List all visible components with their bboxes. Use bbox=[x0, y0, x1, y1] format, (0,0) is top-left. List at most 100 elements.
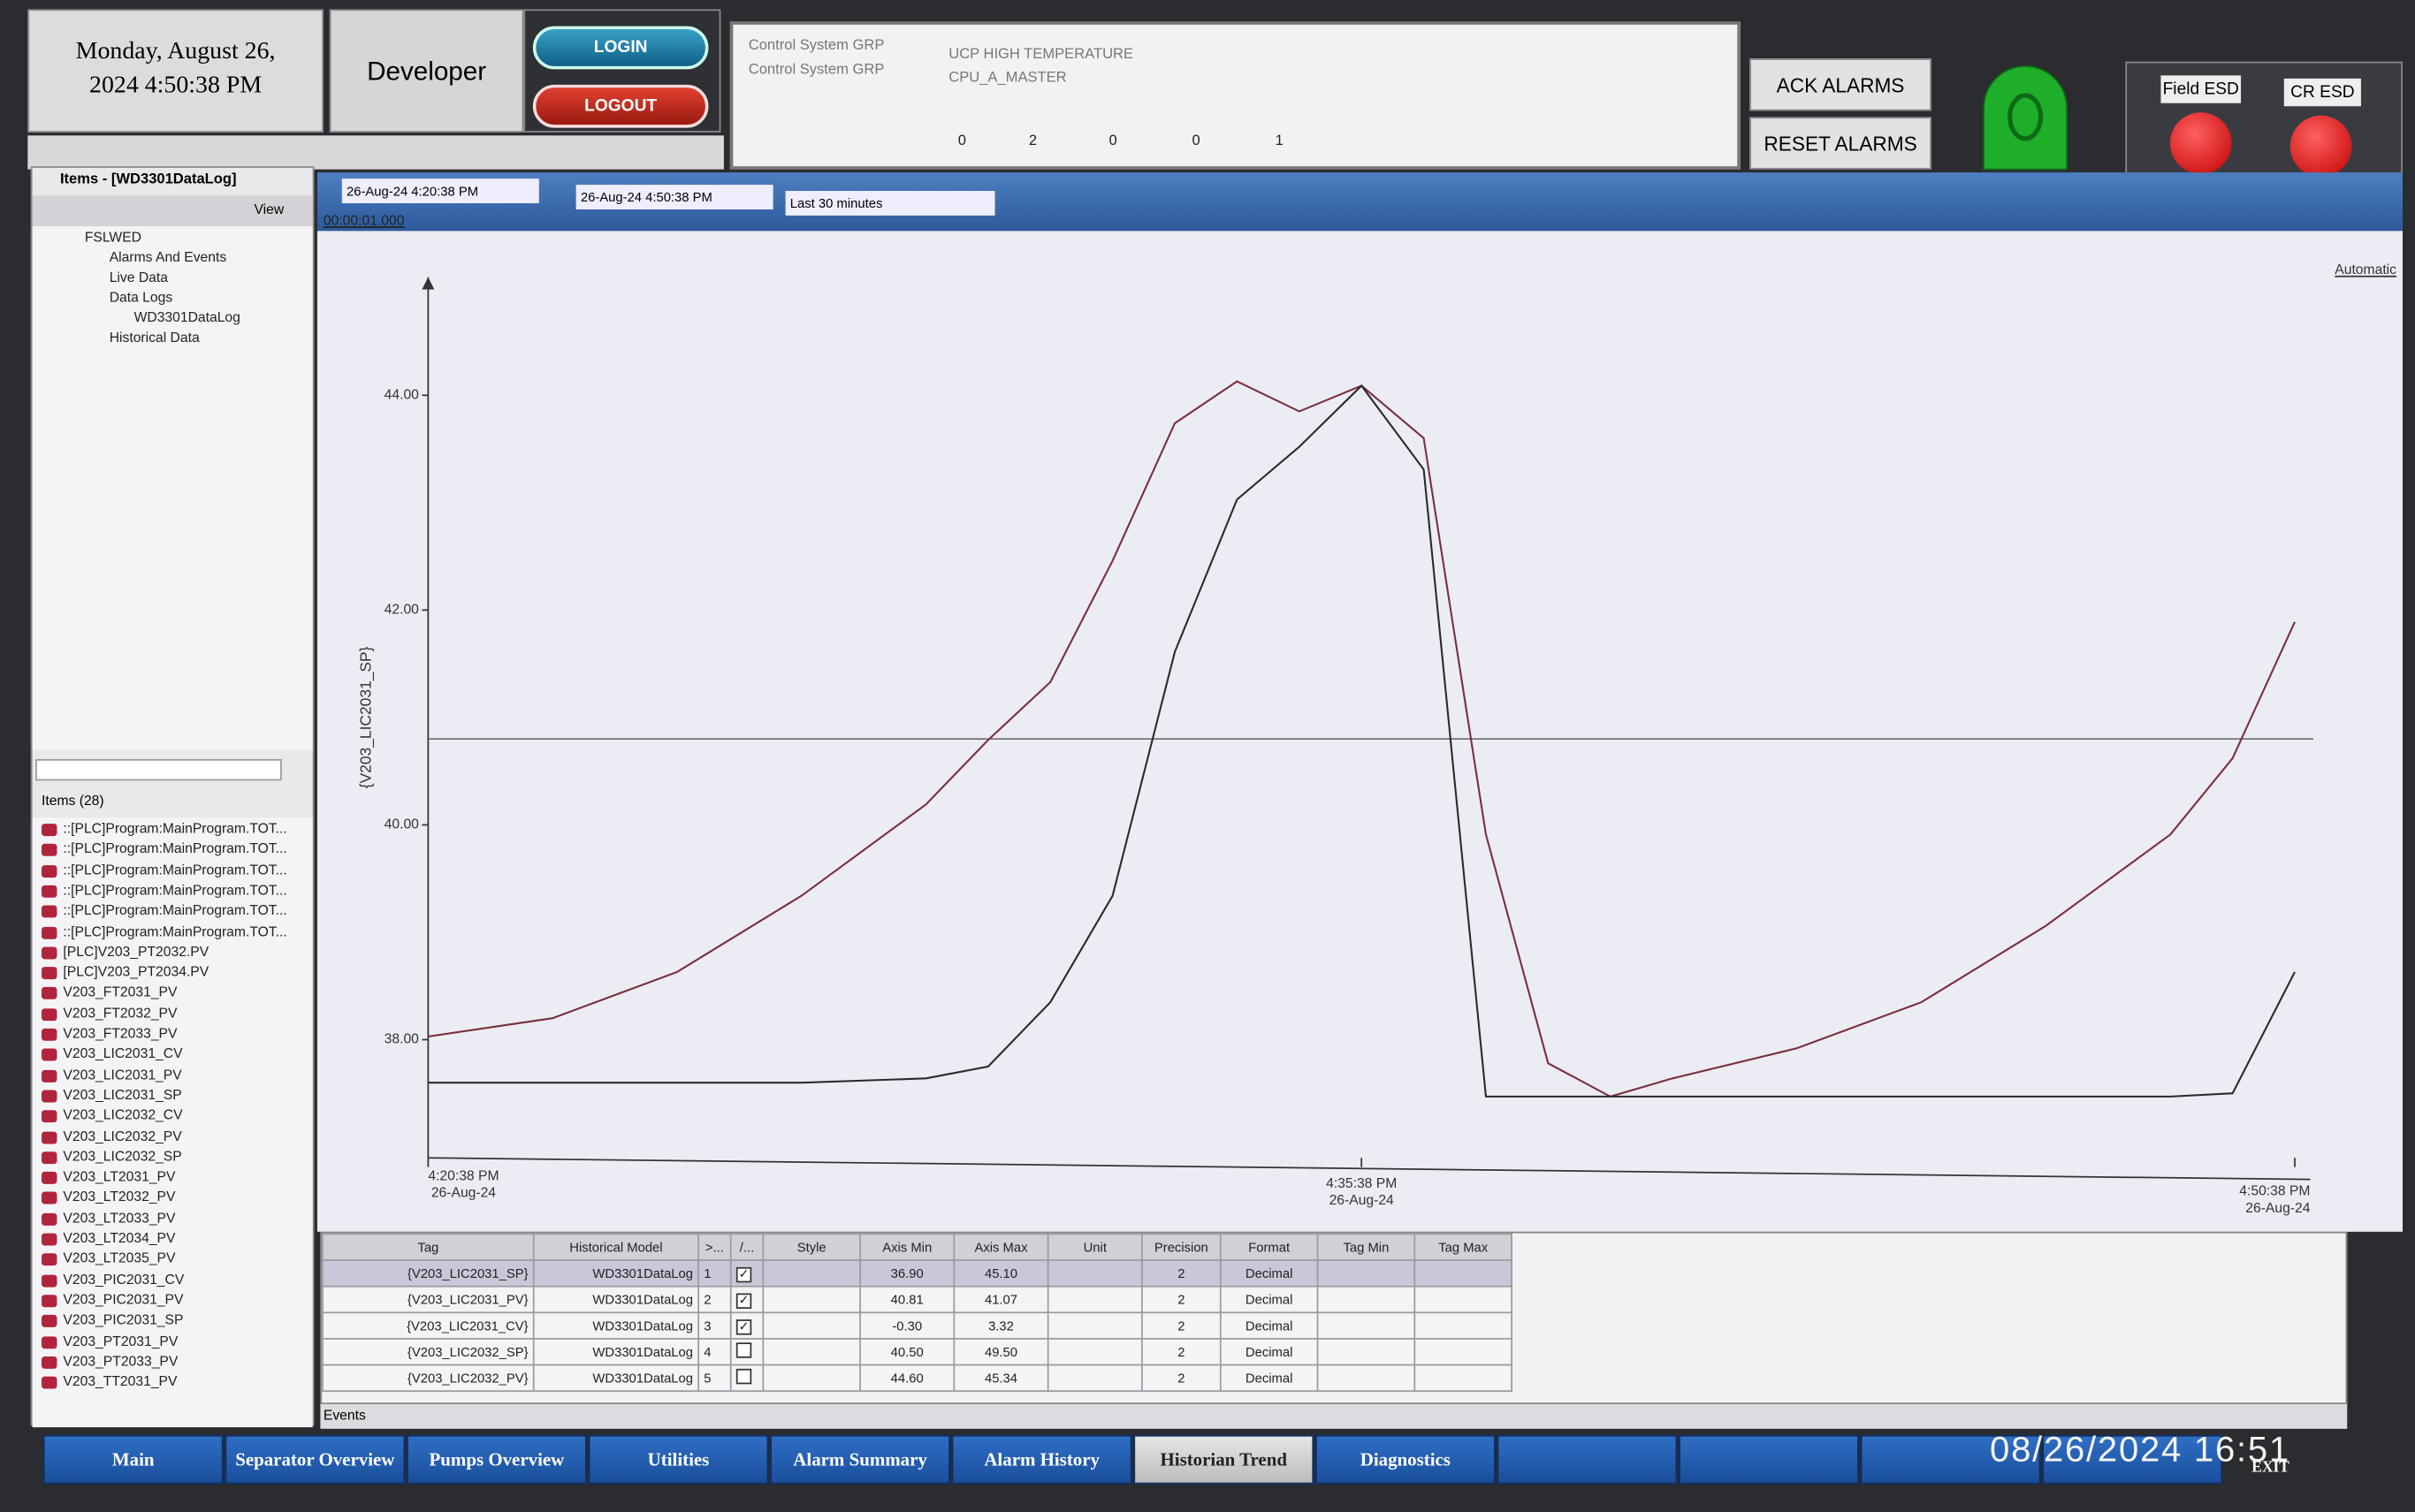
item[interactable]: ::[PLC]Program:MainProgram.TOT... bbox=[63, 820, 287, 837]
item[interactable]: V203_LT2031_PV bbox=[63, 1168, 176, 1184]
x-tick-label: 4:35:38 PM bbox=[1326, 1176, 1397, 1191]
view-menu[interactable]: View bbox=[254, 201, 285, 217]
cr-esd-button[interactable] bbox=[2289, 115, 2352, 178]
login-button[interactable]: LOGIN bbox=[532, 26, 709, 70]
y-tick-label: 42.00 bbox=[385, 603, 420, 618]
date-line: 2024 4:50:38 PM bbox=[89, 72, 263, 99]
interval: 00:00:01.000 bbox=[323, 212, 405, 228]
item[interactable]: V203_LT2032_PV bbox=[63, 1189, 176, 1205]
axis-arrow bbox=[422, 277, 435, 290]
item[interactable]: V203_PIC2031_CV bbox=[63, 1271, 185, 1287]
cell bbox=[1316, 1311, 1416, 1340]
nav-tab-empty[interactable] bbox=[1679, 1434, 1859, 1485]
beacon-ring bbox=[2007, 93, 2044, 141]
item-icon bbox=[42, 1212, 57, 1226]
nav-tab[interactable]: Alarm History bbox=[951, 1434, 1132, 1485]
ack-button[interactable]: ACK ALARMS bbox=[1749, 58, 1931, 111]
item-icon bbox=[42, 1130, 57, 1143]
tree-node[interactable]: FSLWED bbox=[84, 229, 142, 246]
item[interactable]: V203_TT2031_PV bbox=[63, 1373, 178, 1389]
cell: 5 bbox=[697, 1364, 732, 1393]
tree-node[interactable]: WD3301DataLog bbox=[133, 309, 240, 325]
cell bbox=[729, 1364, 765, 1393]
esd-panel: Field ESD CR ESD bbox=[2125, 61, 2403, 179]
start-time[interactable]: 26-Aug-24 4:20:38 PM bbox=[341, 179, 539, 203]
item[interactable]: V203_LIC2032_CV bbox=[63, 1107, 183, 1123]
field-esd-button[interactable] bbox=[2169, 112, 2232, 174]
item[interactable]: ::[PLC]Program:MainProgram.TOT... bbox=[63, 882, 287, 898]
nav-tab[interactable]: Pumps Overview bbox=[406, 1434, 587, 1485]
checkbox[interactable] bbox=[735, 1342, 752, 1358]
checkbox-checked[interactable]: ✓ bbox=[735, 1318, 752, 1334]
checkbox-checked[interactable]: ✓ bbox=[735, 1292, 752, 1309]
x-tick-date: 26-Aug-24 bbox=[1329, 1193, 1394, 1208]
item[interactable]: V203_PIC2031_PV bbox=[63, 1291, 184, 1308]
nav-tab-empty[interactable] bbox=[2042, 1434, 2223, 1485]
item[interactable]: ::[PLC]Program:MainProgram.TOT... bbox=[63, 923, 287, 938]
tree-node[interactable]: Data Logs bbox=[109, 289, 173, 305]
item[interactable]: V203_PT2031_PV bbox=[63, 1332, 179, 1349]
login-box: LOGIN LOGOUT bbox=[523, 9, 721, 133]
y-axis-label: {V203_LIC2031_SP} bbox=[356, 646, 374, 788]
tree-node[interactable]: Historical Data bbox=[109, 329, 200, 346]
cell bbox=[762, 1364, 861, 1393]
search-box[interactable] bbox=[35, 758, 282, 781]
item[interactable]: V203_LIC2032_PV bbox=[63, 1128, 182, 1143]
tree-node[interactable]: Alarms And Events bbox=[109, 249, 227, 265]
item-icon bbox=[42, 905, 57, 918]
item[interactable]: V203_LIC2032_SP bbox=[63, 1148, 182, 1164]
y-tick-label: 44.00 bbox=[385, 387, 420, 402]
nav-tab-empty[interactable] bbox=[1860, 1434, 2041, 1485]
item[interactable]: ::[PLC]Program:MainProgram.TOT... bbox=[63, 902, 287, 918]
logout-button[interactable]: LOGOUT bbox=[532, 84, 709, 128]
item[interactable]: V203_LT2035_PV bbox=[63, 1250, 176, 1266]
item-icon bbox=[42, 1376, 57, 1389]
item[interactable]: V203_LIC2031_SP bbox=[63, 1086, 182, 1103]
nav-tab[interactable]: Main bbox=[42, 1434, 224, 1485]
cell: WD3301DataLog bbox=[532, 1285, 700, 1314]
checkbox-checked[interactable]: ✓ bbox=[735, 1266, 752, 1282]
cell: WD3301DataLog bbox=[532, 1364, 700, 1393]
user-name: Developer bbox=[367, 57, 487, 87]
x-axis bbox=[428, 1157, 2311, 1181]
reset-button[interactable]: RESET ALARMS bbox=[1749, 117, 1931, 170]
item[interactable]: V203_PT2033_PV bbox=[63, 1353, 179, 1369]
item[interactable]: V203_LT2033_PV bbox=[63, 1209, 176, 1226]
tag-row: {V203_LIC2032_PV} WD3301DataLog 5 44.60 45.3… bbox=[322, 1364, 1512, 1393]
sidebar-toolbar: View bbox=[32, 195, 313, 227]
cell: ✓ bbox=[729, 1311, 765, 1340]
cell: ✓ bbox=[729, 1285, 765, 1314]
nav-tab[interactable]: Utilities bbox=[588, 1434, 769, 1485]
mode: Automatic bbox=[2335, 262, 2397, 277]
nav-tab[interactable]: Alarm Summary bbox=[770, 1434, 950, 1485]
item[interactable]: V203_FT2033_PV bbox=[63, 1025, 178, 1041]
column-header: Precision bbox=[1141, 1233, 1222, 1261]
trend-area: 00:00:01.000 Automatic 38.00 40.00 42.00 44… bbox=[316, 212, 2403, 1232]
item[interactable]: ::[PLC]Program:MainProgram.TOT... bbox=[63, 861, 287, 878]
header-row: Tag Historical Model >.../... Style Axis Min… bbox=[322, 1233, 1512, 1261]
item[interactable]: V203_LT2034_PV bbox=[63, 1230, 176, 1246]
end-time[interactable]: 26-Aug-24 4:50:38 PM bbox=[575, 185, 773, 209]
events-bar: Events bbox=[320, 1403, 2348, 1429]
item[interactable]: V203_LIC2031_PV bbox=[63, 1066, 182, 1083]
item[interactable]: [PLC]V203_PT2032.PV bbox=[63, 943, 210, 960]
nav-tab[interactable]: Diagnostics bbox=[1314, 1434, 1496, 1485]
item-icon bbox=[42, 987, 57, 1000]
item[interactable]: V203_FT2032_PV bbox=[63, 1005, 178, 1021]
tree-node[interactable]: Live Data bbox=[109, 269, 168, 285]
cell bbox=[1047, 1285, 1143, 1314]
item[interactable]: V203_PIC2031_SP bbox=[63, 1311, 184, 1328]
item[interactable]: ::[PLC]Program:MainProgram.TOT... bbox=[63, 840, 287, 857]
nav-tab-empty[interactable] bbox=[1497, 1434, 1678, 1485]
checkbox[interactable] bbox=[735, 1368, 752, 1385]
item[interactable]: V203_LIC2031_CV bbox=[63, 1045, 183, 1061]
exit-button[interactable]: EXIT bbox=[2251, 1459, 2289, 1477]
range-select[interactable]: Last 30 minutes bbox=[785, 191, 995, 216]
nav-tab[interactable]: Historian Trend bbox=[1133, 1434, 1314, 1485]
nav-tab[interactable]: Separator Overview bbox=[225, 1434, 406, 1485]
item[interactable]: [PLC]V203_PT2034.PV bbox=[63, 963, 210, 980]
item[interactable]: V203_FT2031_PV bbox=[63, 984, 178, 1000]
item-icon bbox=[42, 1233, 57, 1246]
